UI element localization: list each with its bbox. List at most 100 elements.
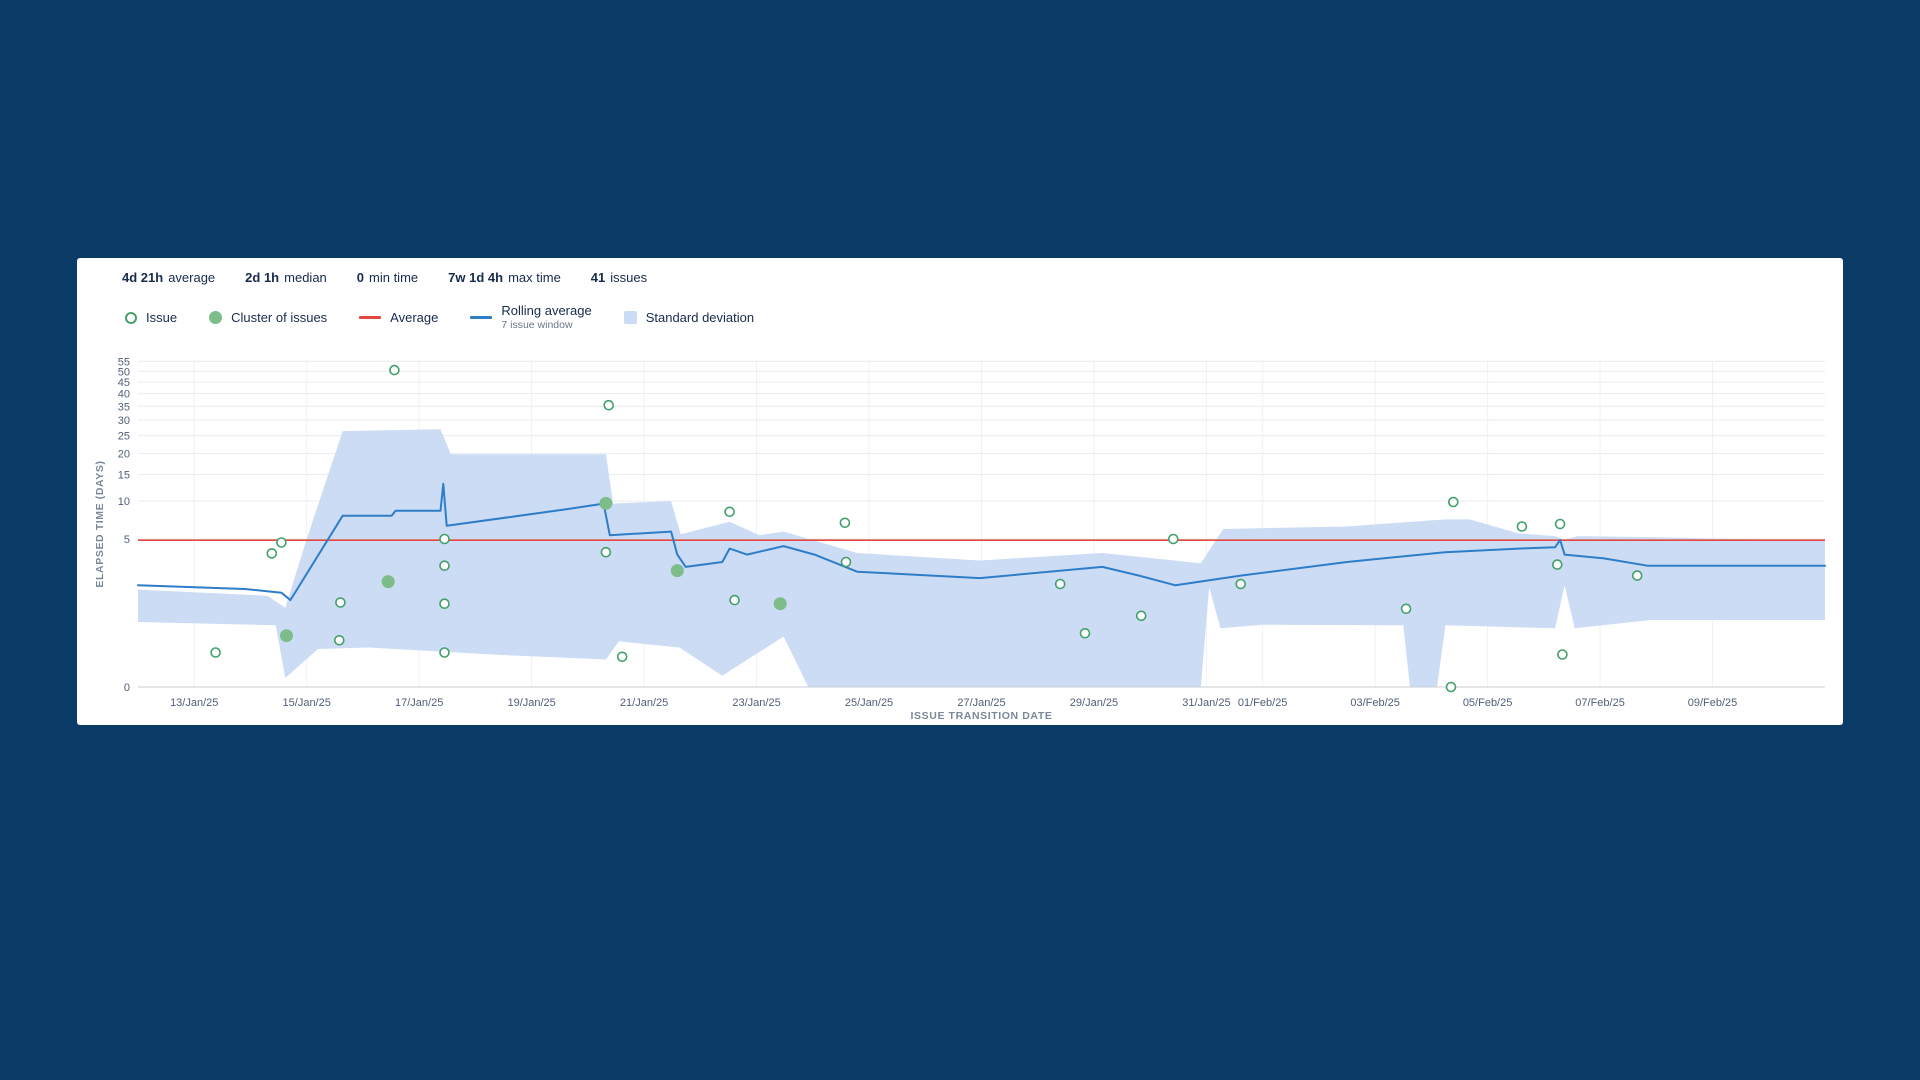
stat-median-label: median <box>284 270 327 285</box>
issue-point[interactable] <box>1135 610 1147 622</box>
stat-min-time-value: 0 <box>356 270 365 285</box>
y-tick-label: 5 <box>124 534 130 546</box>
x-tick-label: 27/Jan/25 <box>957 697 1005 709</box>
x-tick-label: 23/Jan/25 <box>732 697 780 709</box>
y-axis-title: ELAPSED TIME (DAYS) <box>94 460 106 587</box>
issue-point[interactable] <box>266 548 278 559</box>
issue-point[interactable] <box>1554 518 1566 530</box>
issue-point[interactable] <box>210 647 221 658</box>
x-tick-label: 07/Feb/25 <box>1575 697 1625 709</box>
x-tick-label: 13/Jan/25 <box>170 697 218 709</box>
issue-point[interactable] <box>276 537 287 548</box>
issue-marker-icon <box>125 311 137 324</box>
rolling-average-line-icon <box>470 316 493 319</box>
stats-row: 4d 21h average 2d 1h median 0 min time 7… <box>122 270 647 285</box>
legend-average-label: Average <box>390 310 439 325</box>
issue-point[interactable] <box>840 556 852 568</box>
stat-min-time-label: min time <box>369 270 419 285</box>
x-tick-label: 19/Jan/25 <box>507 697 555 709</box>
legend-rolling-average-sublabel: 7 issue window <box>501 318 573 331</box>
issue-point[interactable] <box>1168 533 1179 545</box>
x-tick-label: 01/Feb/25 <box>1238 697 1288 709</box>
x-tick-label: 17/Jan/25 <box>395 697 443 709</box>
issue-point[interactable] <box>1631 570 1643 581</box>
x-tick-label: 03/Feb/25 <box>1350 697 1400 709</box>
stat-max-time-value: 7w 1d 4h <box>448 270 504 285</box>
y-tick-label: 15 <box>118 470 130 482</box>
chart-legend: Issue Cluster of issues Average Rolling … <box>125 303 755 331</box>
issue-point[interactable] <box>1557 649 1568 660</box>
issue-point[interactable] <box>1054 578 1066 590</box>
y-axis-title: ELAPSED TIME (DAYS) <box>94 460 106 587</box>
stat-average: 4d 21h average <box>122 270 215 285</box>
y-tick-label: 55 <box>118 356 130 368</box>
cluster-point[interactable] <box>773 597 787 611</box>
x-tick-label: 05/Feb/25 <box>1463 697 1513 709</box>
issue-point[interactable] <box>439 647 450 658</box>
y-tick-label: 40 <box>118 389 130 401</box>
stat-issues-label: issues <box>610 270 648 285</box>
cluster-point[interactable] <box>381 575 395 589</box>
legend-cluster-label: Cluster of issues <box>231 310 328 325</box>
stddev-band <box>138 429 1825 687</box>
issue-point[interactable] <box>1079 627 1091 639</box>
stat-median-value: 2d 1h <box>245 270 280 285</box>
rolling-average-line <box>137 482 1826 602</box>
issue-point[interactable] <box>1448 496 1459 508</box>
x-tick-label: 21/Jan/25 <box>620 697 668 709</box>
x-tick-label: 09/Feb/25 <box>1688 697 1738 709</box>
stat-issues-value: 41 <box>590 270 606 285</box>
legend-cluster[interactable]: Cluster of issues <box>209 310 327 325</box>
issue-point[interactable] <box>439 560 450 572</box>
legend-issue[interactable]: Issue <box>125 310 177 325</box>
legend-issue-label: Issue <box>146 310 178 325</box>
issue-point[interactable] <box>389 364 400 376</box>
issue-point[interactable] <box>724 506 735 518</box>
issue-point[interactable] <box>439 598 450 610</box>
issue-point[interactable] <box>1516 521 1528 532</box>
issue-point[interactable] <box>1400 603 1412 615</box>
x-axis-labels: 13/Jan/25 15/Jan/25 17/Jan/25 19/Jan/25 21/J… <box>170 697 1737 709</box>
issue-point[interactable] <box>603 399 615 411</box>
x-tick-label: 29/Jan/25 <box>1070 697 1118 709</box>
stat-median: 2d 1h median <box>245 270 327 285</box>
legend-average[interactable]: Average <box>359 310 438 325</box>
issue-point[interactable] <box>335 597 346 608</box>
average-line-icon <box>359 316 382 319</box>
y-tick-label: 10 <box>118 496 130 508</box>
stat-average-label: average <box>168 270 216 285</box>
legend-stddev[interactable]: Standard deviation <box>623 310 755 325</box>
cluster-marker-icon <box>209 311 223 324</box>
issue-point[interactable] <box>616 651 628 663</box>
x-tick-label: 25/Jan/25 <box>845 697 893 709</box>
x-axis-title: ISSUE TRANSITION DATE <box>911 710 1053 722</box>
issue-point[interactable] <box>1235 578 1246 590</box>
stat-issues: 41 issues <box>591 270 647 285</box>
x-tick-label: 15/Jan/25 <box>283 697 331 709</box>
issue-point[interactable] <box>333 634 345 646</box>
issue-points <box>210 364 1643 693</box>
issue-point[interactable] <box>1445 681 1457 693</box>
legend-rolling-average[interactable]: Rolling average 7 issue window <box>470 303 592 331</box>
issue-point[interactable] <box>839 517 851 529</box>
cluster-point[interactable] <box>599 496 613 510</box>
y-tick-label: 0 <box>124 682 130 694</box>
y-tick-label: 50 <box>118 366 130 378</box>
legend-stddev-label: Standard deviation <box>645 310 755 325</box>
stat-min-time: 0 min time <box>357 270 418 285</box>
stat-max-time-label: max time <box>508 270 561 285</box>
x-axis-title: ISSUE TRANSITION DATE <box>911 710 1053 722</box>
issue-point[interactable] <box>729 594 740 606</box>
issue-point[interactable] <box>600 546 612 558</box>
y-tick-label: 35 <box>118 401 130 413</box>
y-tick-label: 25 <box>118 431 130 443</box>
stat-max-time: 7w 1d 4h max time <box>448 270 561 285</box>
control-chart-card: 4d 21h average 2d 1h median 0 min time 7… <box>77 258 1843 725</box>
issue-point[interactable] <box>1552 559 1563 570</box>
cluster-points <box>280 496 787 643</box>
issue-point[interactable] <box>439 533 450 545</box>
cluster-point[interactable] <box>280 629 293 643</box>
cluster-point[interactable] <box>670 564 684 578</box>
